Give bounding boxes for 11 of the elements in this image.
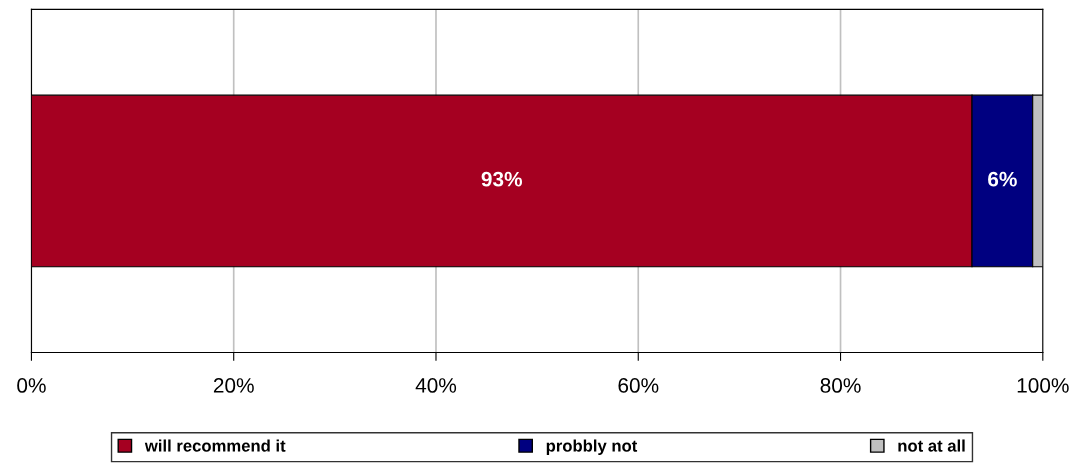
legend-label: probbly not (546, 439, 638, 455)
x-tick-label: 40% (415, 378, 457, 393)
x-tick-label: 60% (618, 378, 659, 393)
x-tick-label: 100% (1017, 378, 1069, 393)
x-tick-label: 20% (213, 378, 254, 393)
legend-label: will recommend it (144, 439, 286, 452)
x-tick-label: 80% (820, 378, 861, 393)
data-label: 6% (988, 171, 1017, 187)
data-label: 93% (481, 171, 523, 187)
legend-label: not at all (898, 439, 965, 452)
x-tick-label: 0% (17, 378, 46, 393)
